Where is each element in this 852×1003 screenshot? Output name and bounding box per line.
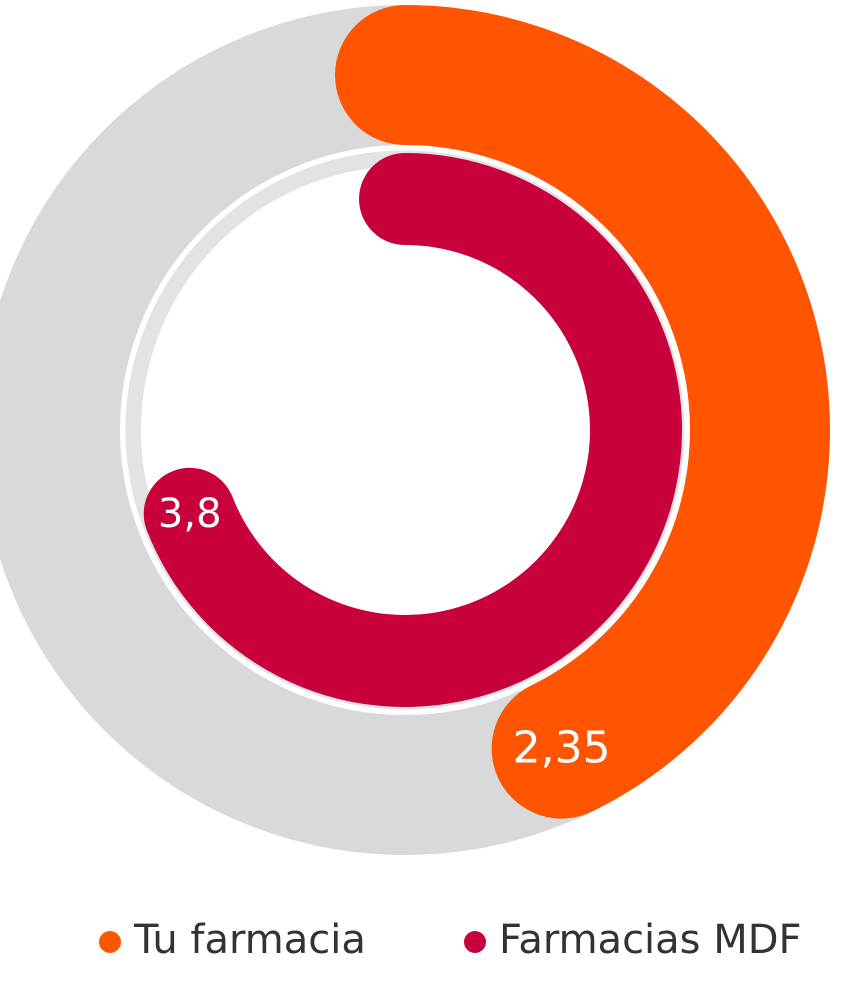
legend-label: Tu farmacia — [133, 917, 366, 963]
legend-label: Farmacias MDF — [499, 917, 802, 963]
legend-marker — [99, 931, 121, 953]
separator — [120, 145, 690, 715]
value-label: 3,8 — [158, 491, 222, 537]
value-label: 2,35 — [513, 723, 611, 774]
legend-marker — [464, 931, 486, 953]
arc — [335, 5, 830, 819]
arc — [143, 153, 682, 707]
